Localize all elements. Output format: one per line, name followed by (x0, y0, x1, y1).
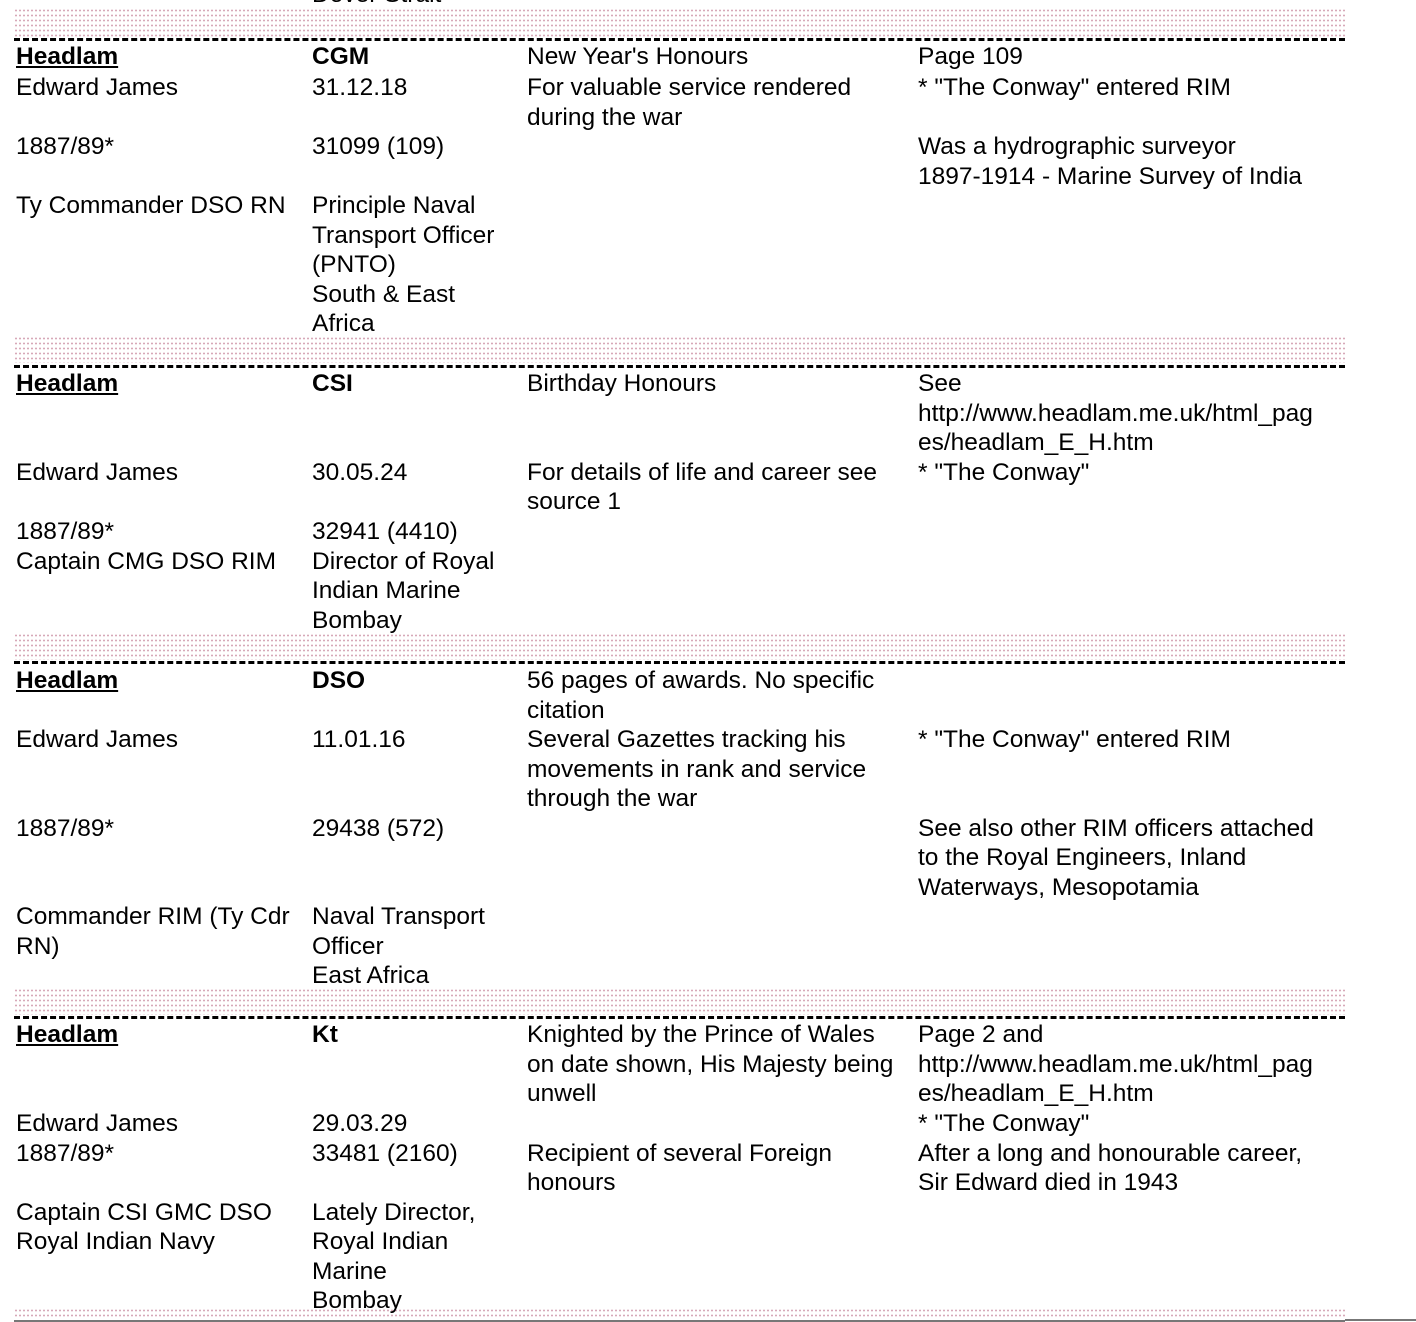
record-divider-line (14, 661, 1345, 664)
citation-cell: Several Gazettes tracking his movements … (527, 726, 867, 812)
record-row: Headlam DSO 56 pages of awards. No specifi… (16, 666, 1345, 725)
record-separator-band (14, 336, 1345, 363)
name-cell: Edward James (16, 74, 179, 101)
citation-cell (527, 132, 918, 191)
name-cell: Edward James (16, 726, 179, 753)
citation-cell (527, 902, 918, 991)
record-row: Edward James 11.01.16 Several Gazettes tra… (16, 725, 1345, 814)
name-cell: Commander RIM (Ty Cdr RN) (16, 903, 290, 960)
name-cell: 1887/89* (16, 517, 115, 545)
award-cell: 29.03.29 (312, 1109, 408, 1137)
record-row: 1887/89* 29438 (572) See also other RIM of… (16, 814, 1345, 903)
notes-cell: Page 109 (918, 43, 1023, 70)
award-cell: CSI (312, 370, 353, 397)
notes-cell (918, 902, 1345, 991)
page-bottom-line (14, 1320, 1345, 1322)
name-cell: Captain CSI GMC DSO Royal Indian Navy (16, 1198, 272, 1256)
notes-cell: * "The Conway" (918, 458, 1090, 486)
name-cell: Edward James (16, 1109, 179, 1137)
citation-cell (527, 191, 918, 339)
award-cell: 32941 (4410) (312, 517, 458, 545)
record-row: Commander RIM (Ty Cdr RN) Naval Transport… (16, 902, 1345, 991)
citation-cell (527, 1109, 918, 1139)
name-cell: 1887/89* (16, 814, 115, 842)
award-cell: CGM (312, 43, 370, 70)
record-separator-band (14, 1308, 1345, 1318)
cutoff-previous-text: Dover Strait (312, 0, 441, 10)
citation-cell (527, 1198, 918, 1316)
award-cell: Lately Director, Royal Indian Marine Bom… (312, 1198, 476, 1315)
notes-cell (918, 517, 1345, 547)
notes-cell: After a long and honourable career, Sir … (918, 1139, 1303, 1197)
page-edge-line (1345, 1319, 1416, 1321)
notes-cell: See http://www.headlam.me.uk/html_pag es… (918, 370, 1313, 456)
record-separator-band (14, 633, 1345, 660)
record-row: 1887/89* 31099 (109) Was a hydrographic su… (16, 132, 1345, 191)
notes-cell: * "The Conway" entered RIM (918, 726, 1231, 753)
honour-record: Headlam CSI Birthday Honours See http://www… (16, 369, 1345, 636)
record-row: Ty Commander DSO RN Principle Naval Trans… (16, 191, 1345, 339)
record-row: Captain CSI GMC DSO Royal Indian Navy Lat… (16, 1198, 1345, 1316)
award-cell: Naval Transport Officer East Africa (312, 903, 485, 989)
notes-cell (918, 1198, 1345, 1316)
citation-cell: For valuable service rendered during the… (527, 74, 852, 131)
award-cell: Principle Naval Transport Officer (PNTO)… (312, 192, 495, 337)
name-cell: Captain CMG DSO RIM (16, 547, 277, 575)
award-cell: Kt (312, 1021, 338, 1048)
record-divider-line (14, 38, 1345, 41)
surname-heading: Headlam (16, 370, 119, 397)
notes-cell (918, 666, 1345, 725)
notes-cell: * "The Conway" (918, 1109, 1090, 1137)
award-cell: 29438 (572) (312, 814, 445, 842)
citation-cell: New Year's Honours (527, 43, 749, 70)
award-cell: 33481 (2160) (312, 1139, 458, 1167)
record-separator-band (14, 988, 1345, 1015)
award-cell: 11.01.16 (312, 726, 406, 753)
record-row: Edward James 29.03.29 * "The Conway" (16, 1109, 1345, 1139)
record-separator-band (14, 8, 1345, 38)
citation-cell: Recipient of several Foreign honours (527, 1139, 833, 1197)
citation-cell (527, 517, 918, 547)
honour-record: Headlam Kt Knighted by the Prince of Wales… (16, 1020, 1345, 1316)
notes-cell: See also other RIM officers attached to … (918, 814, 1314, 901)
record-row: 1887/89* 32941 (4410) (16, 517, 1345, 547)
citation-cell: Birthday Honours (527, 370, 717, 397)
record-divider-line (14, 365, 1345, 368)
record-row: 1887/89* 33481 (2160) Recipient of several… (16, 1139, 1345, 1198)
award-cell: DSO (312, 667, 366, 694)
name-cell: Edward James (16, 458, 179, 486)
honour-record: Headlam CGM New Year's Honours Page 109 Edwa… (16, 42, 1345, 339)
name-cell: Ty Commander DSO RN (16, 192, 286, 219)
record-divider-line (14, 1016, 1345, 1019)
name-cell: 1887/89* (16, 1139, 115, 1167)
notes-cell: Was a hydrographic surveyor 1897-1914 - … (918, 133, 1303, 190)
citation-cell (527, 814, 918, 903)
name-cell: 1887/89* (16, 133, 115, 160)
citation-cell: 56 pages of awards. No specific citation (527, 667, 875, 724)
award-cell: 31.12.18 (312, 74, 408, 101)
record-row: Edward James 31.12.18 For valuable service… (16, 73, 1345, 132)
citation-cell (527, 547, 918, 636)
record-row: Edward James 30.05.24 For details of life … (16, 458, 1345, 517)
award-cell: 30.05.24 (312, 458, 408, 486)
record-row: Headlam CGM New Year's Honours Page 109 (16, 42, 1345, 73)
notes-cell (918, 191, 1345, 339)
citation-cell: Knighted by the Prince of Wales on date … (527, 1021, 894, 1107)
record-row: Headlam Kt Knighted by the Prince of Wales… (16, 1020, 1345, 1109)
honour-record: Headlam DSO 56 pages of awards. No specifi… (16, 666, 1345, 991)
surname-heading: Headlam (16, 1021, 119, 1048)
citation-cell: For details of life and career see sourc… (527, 458, 877, 516)
notes-cell (918, 547, 1345, 636)
award-cell: 31099 (109) (312, 133, 445, 160)
award-cell: Director of Royal Indian Marine Bombay (312, 547, 495, 634)
notes-cell: * "The Conway" entered RIM (918, 74, 1231, 101)
record-row: Headlam CSI Birthday Honours See http://www… (16, 369, 1345, 458)
surname-heading: Headlam (16, 43, 119, 70)
surname-heading: Headlam (16, 667, 119, 694)
record-row: Captain CMG DSO RIM Director of Royal Ind… (16, 547, 1345, 636)
notes-cell: Page 2 and http://www.headlam.me.uk/html… (918, 1021, 1313, 1107)
